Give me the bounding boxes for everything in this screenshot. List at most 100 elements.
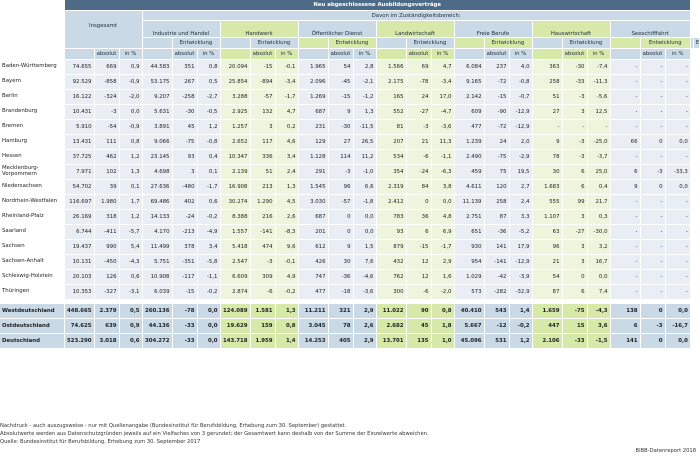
corner-cell <box>0 20 65 38</box>
table-cell: -0,1 <box>275 59 299 75</box>
summary-cell: -33 <box>172 318 198 334</box>
table-cell: 573 <box>454 284 485 300</box>
table-cell: 3 <box>562 254 588 270</box>
entwicklung-header: Entwicklung <box>328 37 377 49</box>
summary-cell: 0 <box>640 303 666 319</box>
table-cell: 5.751 <box>142 254 173 270</box>
table-cell: 51 <box>250 164 276 180</box>
table-cell: -0,5 <box>197 104 221 120</box>
table-cell: -5,2 <box>509 224 533 240</box>
table-cell: 129 <box>298 134 329 150</box>
table-cell: 17,9 <box>509 239 533 255</box>
table-cell: -32,9 <box>509 284 533 300</box>
summary-cell: 2,6 <box>353 318 377 334</box>
table-cell: 1,3 <box>275 179 299 195</box>
table-cell: 0,0 <box>119 104 143 120</box>
table-cell: 30 <box>532 164 563 180</box>
row-label: Schleswig-Holstein <box>0 269 65 285</box>
table-cell: -11,3 <box>587 74 611 90</box>
table-cell: -8,3 <box>275 224 299 240</box>
table-cell: - <box>610 254 641 270</box>
table-cell: 0,8 <box>119 134 143 150</box>
table-cell: 1.290 <box>250 194 276 210</box>
table-cell: 9 <box>328 239 354 255</box>
summary-cell: 159 <box>250 318 276 334</box>
table-cell: 4.611 <box>454 179 485 195</box>
report-credit: BIBB-Datenreport 2018 <box>635 448 696 454</box>
table-cell: -141 <box>484 254 510 270</box>
table-cell: 0 <box>328 224 354 240</box>
table-cell: 16.122 <box>64 89 95 105</box>
summary-cell: 1,0 <box>431 333 455 349</box>
table-cell: - <box>587 119 611 135</box>
summary-cell: 19.629 <box>220 318 251 334</box>
table-cell: -30,0 <box>587 224 611 240</box>
pct-header: in % <box>509 48 533 60</box>
row-label: Rheinland-Pfalz <box>0 209 65 225</box>
table-cell: -1,7 <box>275 89 299 105</box>
summary-cell: 639 <box>94 318 120 334</box>
table-cell: 2,9 <box>431 254 455 270</box>
table-row: Nordrhein-Westfalen 116.697 1.980 1,7 69.486… <box>0 194 700 210</box>
table-cell: - <box>665 224 691 240</box>
header-spacer <box>64 48 95 60</box>
table-cell: 6,9 <box>431 224 455 240</box>
summary-cell: 543 <box>484 303 510 319</box>
table-cell: 1,2 <box>197 119 221 135</box>
table-cell: 0 <box>640 134 666 150</box>
summary-cell: 1,2 <box>509 333 533 349</box>
summary-cell: -1,5 <box>587 333 611 349</box>
table-cell: 4,9 <box>275 269 299 285</box>
table-cell: 0,0 <box>353 209 377 225</box>
table-cell: - <box>610 74 641 90</box>
table-cell: 336 <box>250 149 276 165</box>
table-cell: 477 <box>454 119 485 135</box>
table-cell: -57 <box>250 89 276 105</box>
table-cell: 1.107 <box>532 209 563 225</box>
table-cell: -3 <box>328 164 354 180</box>
table-cell: - <box>610 59 641 75</box>
table-cell: 1,2 <box>119 149 143 165</box>
table-cell: 6 <box>610 164 641 180</box>
table-cell: 4.698 <box>142 164 173 180</box>
table-cell: -75 <box>172 134 198 150</box>
table-cell: - <box>640 269 666 285</box>
table-cell: 24 <box>484 134 510 150</box>
table-cell: 92.529 <box>64 74 95 90</box>
table-cell: 2,0 <box>509 134 533 150</box>
table-cell: 2.925 <box>220 104 251 120</box>
footnotes: Nachdruck - auch auszugsweise - nur mit … <box>0 422 700 446</box>
table-cell: -858 <box>94 74 120 90</box>
table-cell: -25,0 <box>587 134 611 150</box>
table-cell: 1,3 <box>353 104 377 120</box>
table-cell: 0,6 <box>197 194 221 210</box>
table-cell: 117 <box>250 134 276 150</box>
table-cell: 201 <box>298 224 329 240</box>
table-cell: 0,1 <box>119 179 143 195</box>
table-cell: 23.145 <box>142 149 173 165</box>
table-cell: -3,4 <box>275 74 299 90</box>
table-cell: 2.142 <box>454 89 485 105</box>
table-row: Hessen 37.725 462 1,2 23.145 93 0,4 10.347 336 3,… <box>0 149 700 165</box>
summary-cell: 15 <box>562 318 588 334</box>
entwicklung-header: Entwicklung <box>484 37 533 49</box>
table-cell: 11,2 <box>353 149 377 165</box>
table-cell: 27 <box>328 134 354 150</box>
table-cell: 16,7 <box>587 254 611 270</box>
table-cell: 9 <box>610 179 641 195</box>
table-cell: 1,6 <box>431 269 455 285</box>
table-cell: -3 <box>406 119 432 135</box>
table-cell: -3 <box>562 89 588 105</box>
table-cell: 1.965 <box>298 59 329 75</box>
table-cell: 24 <box>406 89 432 105</box>
table-cell: 687 <box>298 209 329 225</box>
table-cell: 747 <box>298 269 329 285</box>
summary-cell: 1,4 <box>509 303 533 319</box>
table-cell: 2.490 <box>454 149 485 165</box>
summary-cell: 0 <box>640 333 666 349</box>
table-cell: 165 <box>376 89 407 105</box>
table-cell: 12,5 <box>587 104 611 120</box>
table-cell: 0,6 <box>119 269 143 285</box>
table-cell: 9.066 <box>142 134 173 150</box>
table-cell: 87 <box>532 284 563 300</box>
